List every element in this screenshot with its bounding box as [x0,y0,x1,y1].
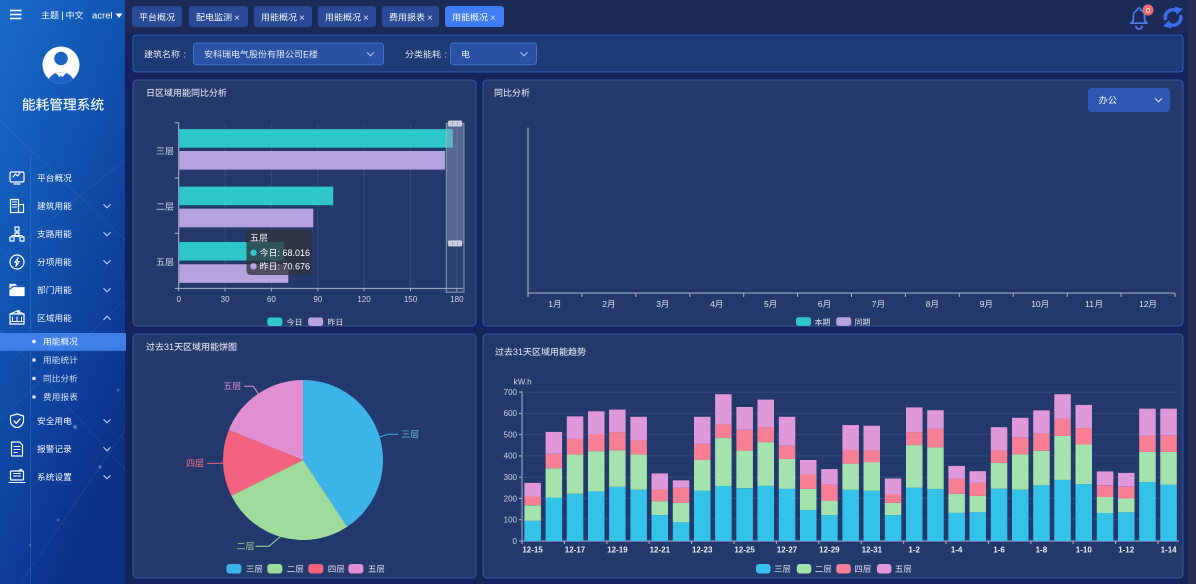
svg-text:12-23: 12-23 [692,546,713,555]
svg-text:1-6: 1-6 [993,546,1005,555]
svg-text:10: 10 [1031,299,1041,309]
svg-text:11: 11 [1085,299,1094,309]
svg-text:100: 100 [504,516,518,525]
svg-text:kW.h: kW.h [514,378,533,387]
svg-text:0: 0 [1146,6,1150,15]
svg-text:500: 500 [504,430,518,439]
svg-text:×: × [490,13,496,24]
svg-text:0: 0 [513,537,518,546]
svg-text:: 68.016: : 68.016 [278,248,311,258]
svg-text:400: 400 [504,452,518,461]
svg-text:1-2: 1-2 [908,546,920,555]
svg-text:acrel: acrel [92,11,113,22]
svg-text:12-29: 12-29 [819,546,840,555]
svg-text:E: E [303,50,309,60]
svg-text:12: 12 [1139,299,1149,309]
svg-text:8: 8 [926,299,931,309]
svg-text:1-4: 1-4 [951,546,963,555]
svg-text:90: 90 [313,295,322,304]
svg-text:|: | [61,10,63,21]
svg-text:×: × [427,13,433,24]
svg-text:1-10: 1-10 [1076,546,1093,555]
svg-text:×: × [363,13,369,24]
svg-text:1-14: 1-14 [1161,546,1178,555]
svg-text:3: 3 [656,299,661,309]
svg-text:300: 300 [504,473,518,482]
svg-text:180: 180 [450,295,464,304]
svg-text:: 70.676: : 70.676 [278,262,311,272]
svg-text:31: 31 [164,342,174,352]
svg-text:1-8: 1-8 [1036,546,1048,555]
svg-text::: : [184,50,187,60]
svg-text:200: 200 [504,494,518,503]
svg-text:0: 0 [176,295,181,304]
svg-text:600: 600 [504,409,518,418]
svg-text:31: 31 [513,347,523,357]
svg-text:12-15: 12-15 [522,546,543,555]
svg-text:×: × [234,13,240,24]
svg-text:30: 30 [221,295,230,304]
svg-text:2: 2 [602,299,607,309]
svg-text:6: 6 [818,299,823,309]
svg-text:12-21: 12-21 [650,546,671,555]
svg-text:×: × [299,13,305,24]
svg-text:5: 5 [764,299,769,309]
svg-text:1-12: 1-12 [1118,546,1135,555]
svg-text:12-17: 12-17 [565,546,586,555]
svg-text:12-31: 12-31 [862,546,883,555]
svg-text:1: 1 [548,299,553,309]
svg-text:120: 120 [357,295,371,304]
svg-text:60: 60 [267,295,276,304]
svg-text:12-19: 12-19 [607,546,628,555]
svg-text:9: 9 [980,299,985,309]
svg-text:7: 7 [872,299,877,309]
svg-text:12-25: 12-25 [734,546,755,555]
svg-text:4: 4 [710,299,715,309]
svg-text:700: 700 [504,388,518,397]
svg-text:150: 150 [404,295,418,304]
svg-text:12-27: 12-27 [777,546,798,555]
svg-text::: : [445,50,448,60]
